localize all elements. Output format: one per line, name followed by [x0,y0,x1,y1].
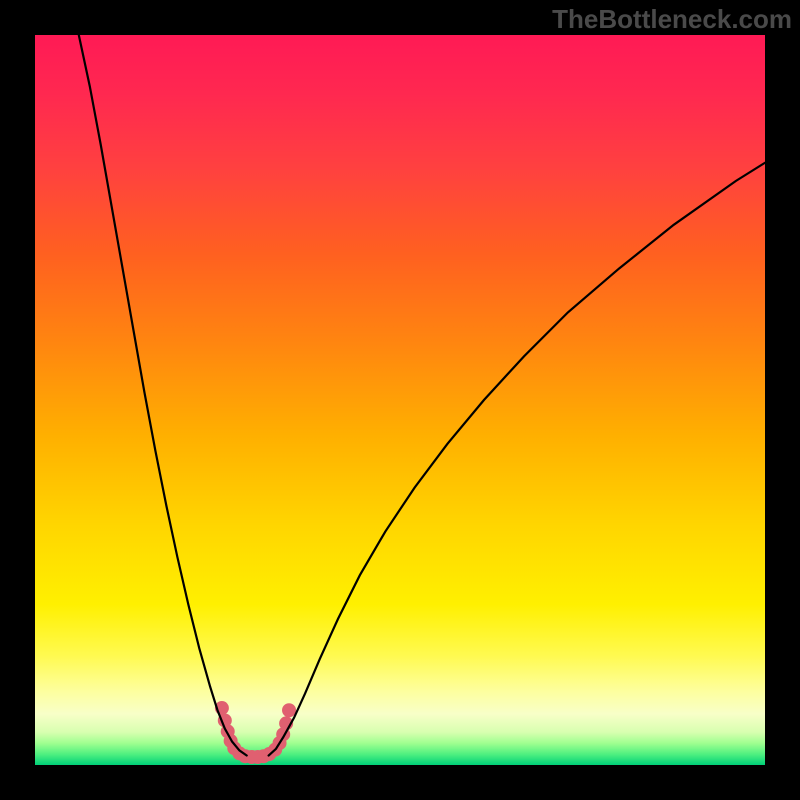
chart-background [35,35,765,765]
bottleneck-chart [35,35,765,765]
watermark-text: TheBottleneck.com [552,4,792,35]
bottleneck-dot [282,703,296,717]
